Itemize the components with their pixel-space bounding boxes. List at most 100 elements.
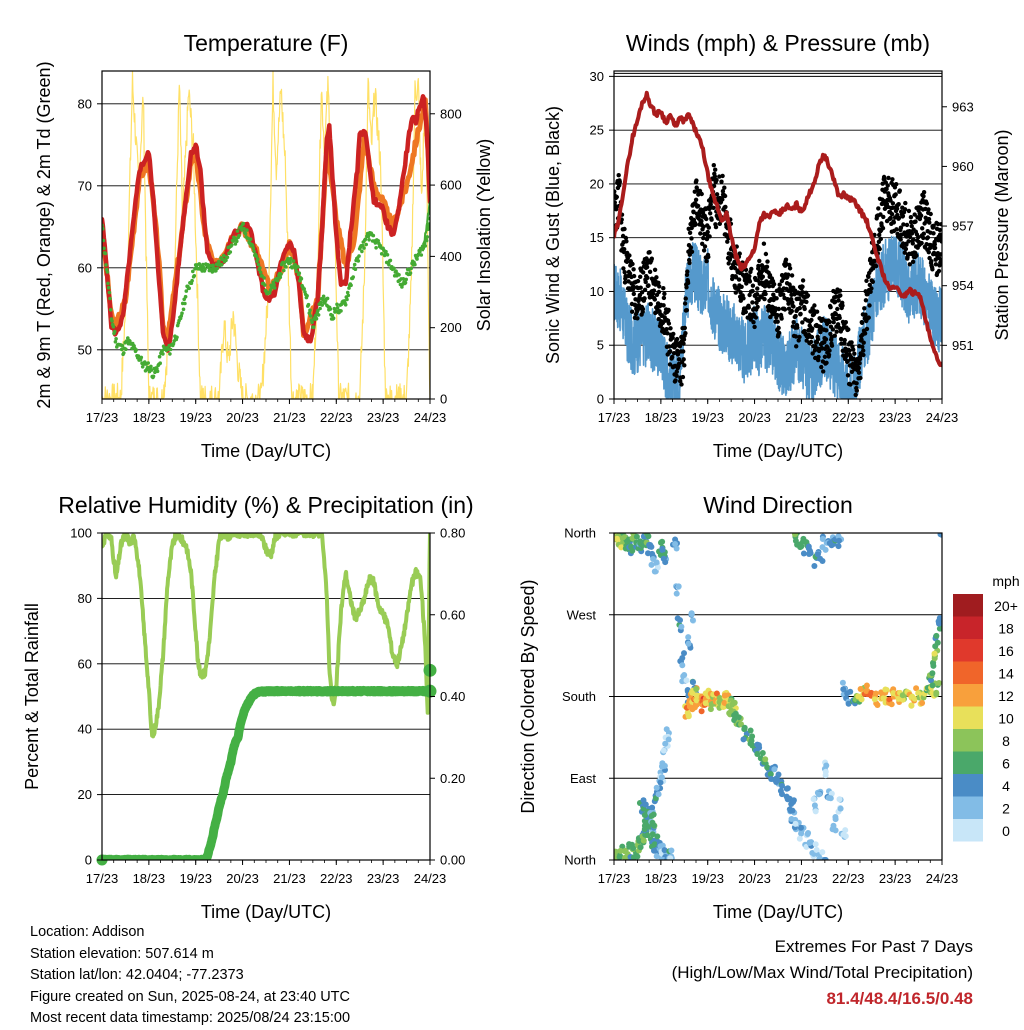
direction-point	[672, 541, 679, 547]
direction-point	[832, 814, 839, 820]
dewpoint-point	[403, 280, 408, 285]
dewpoint-point	[346, 293, 351, 298]
gust-point	[709, 217, 714, 222]
gust-point	[896, 202, 901, 207]
gust-point	[889, 212, 895, 217]
direction-points-group	[614, 533, 942, 860]
gust-point	[930, 267, 935, 272]
gust-point	[635, 316, 640, 321]
dewpoint-point	[401, 277, 406, 281]
left-y-tick-label: 80	[78, 96, 92, 111]
direction-point	[616, 854, 623, 860]
gust-point	[927, 220, 932, 225]
dewpoint-point	[394, 269, 398, 274]
direction-point	[805, 545, 812, 552]
gust-point	[722, 193, 728, 199]
gust-point	[863, 298, 869, 303]
direction-point	[673, 590, 680, 597]
direction-point	[650, 822, 657, 829]
direction-point	[779, 791, 785, 798]
gust-point	[685, 280, 691, 286]
direction-point	[614, 848, 619, 855]
gust-point	[683, 296, 688, 301]
left-y-tick-label: 60	[78, 656, 92, 671]
gust-point	[624, 239, 629, 244]
legend-label: 0	[1002, 823, 1010, 839]
dewpoint-point	[311, 325, 316, 330]
gust-point	[777, 282, 782, 287]
extremes-values: 81.4/48.4/16.5/0.48	[826, 989, 973, 1008]
gust-point	[800, 278, 806, 283]
direction-point	[762, 756, 769, 763]
direction-point	[796, 835, 803, 842]
x-tick-label: 21/23	[273, 871, 306, 886]
gust-point	[638, 274, 643, 279]
gust-point	[641, 270, 646, 275]
direction-point	[810, 796, 817, 803]
direction-point	[651, 841, 658, 848]
gust-point	[928, 211, 933, 217]
legend-label: 12	[998, 688, 1014, 704]
dewpoint-point	[272, 282, 276, 287]
gust-point	[714, 177, 719, 183]
direction-point	[741, 724, 748, 731]
gust-point	[897, 188, 902, 193]
gust-point	[707, 206, 713, 211]
plot-border	[101, 70, 431, 400]
gust-point	[896, 215, 902, 221]
dewpoint-point	[190, 278, 194, 283]
gust-point	[827, 348, 832, 353]
gust-point	[685, 269, 690, 274]
gust-point	[761, 241, 767, 246]
gust-point	[818, 329, 823, 335]
x-tick-label: 24/23	[926, 871, 959, 886]
gust-point	[670, 335, 675, 340]
direction-point	[822, 772, 829, 779]
direction-point	[929, 682, 936, 689]
x-tick-label: 24/23	[926, 410, 959, 425]
gust-point	[808, 339, 814, 345]
gust-point	[661, 303, 666, 308]
gust-point	[781, 276, 786, 281]
gust-point	[856, 370, 862, 375]
legend-label: 4	[1002, 778, 1010, 794]
gust-point	[737, 251, 742, 256]
dewpoint-point	[297, 271, 302, 276]
dewpoint-point	[314, 316, 319, 321]
gust-point	[627, 253, 632, 258]
dewpoint-point	[318, 306, 322, 311]
gust-point	[687, 260, 692, 266]
gust-point	[666, 321, 672, 326]
dewpoint-point	[112, 329, 117, 334]
gust-point	[747, 292, 752, 298]
gust-point	[816, 354, 821, 360]
direction-point	[651, 568, 658, 575]
dewpoint-point	[278, 275, 283, 280]
gust-point	[816, 348, 822, 354]
dewpoint-point	[140, 365, 145, 369]
dewpoint-point	[168, 347, 173, 352]
direction-tick-label: North	[564, 526, 596, 541]
legend-label: 20+	[994, 598, 1018, 614]
direction-point	[890, 690, 897, 697]
humidity-precip-panel: Relative Humidity (%) & Precipitation (i…	[22, 492, 474, 922]
extremes-subtitle: (High/Low/Max Wind/Total Precipitation)	[671, 963, 973, 982]
dewpoint-point	[310, 320, 314, 325]
direction-point	[842, 827, 849, 834]
gust-point	[741, 296, 746, 301]
dewpoint-point	[400, 285, 404, 289]
direction-point	[648, 543, 655, 550]
gust-point	[782, 307, 788, 312]
right-y-tick-label: 0.00	[440, 853, 465, 868]
gust-point	[921, 190, 927, 195]
direction-point	[828, 790, 835, 797]
direction-point	[767, 771, 774, 778]
gust-point	[704, 236, 710, 242]
gust-point	[694, 178, 699, 183]
gust-point	[900, 213, 906, 219]
direction-point	[689, 617, 696, 624]
gust-point	[647, 269, 653, 274]
gust-point	[622, 247, 627, 252]
gust-point	[867, 303, 872, 308]
dewpoint-point	[161, 352, 165, 356]
